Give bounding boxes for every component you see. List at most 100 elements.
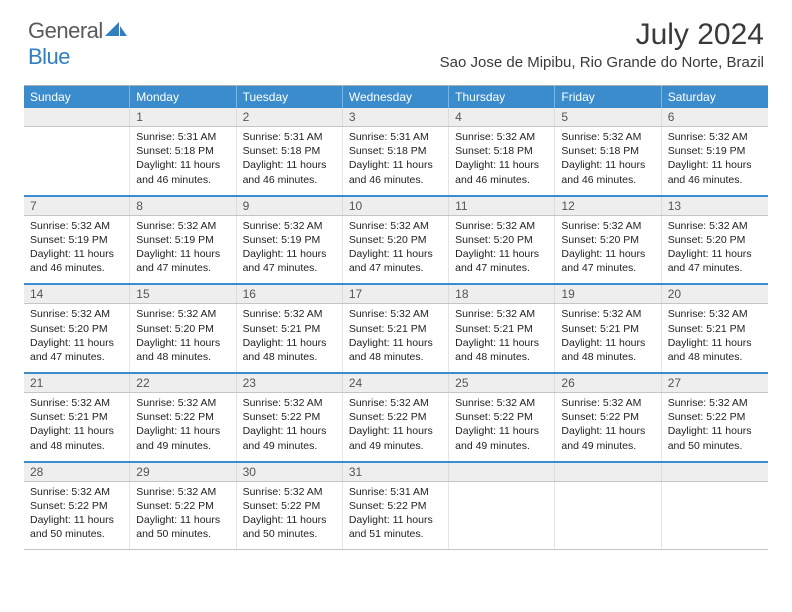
page-title: July 2024 xyxy=(440,18,764,52)
daynum-cell: 5 xyxy=(555,108,661,126)
day-cell: Sunrise: 5:32 AMSunset: 5:20 PMDaylight:… xyxy=(449,216,555,284)
sunrise-text: Sunrise: 5:32 AM xyxy=(136,485,231,499)
daylight-text: Daylight: 11 hours and 48 minutes. xyxy=(243,336,338,364)
day-cell: Sunrise: 5:32 AMSunset: 5:22 PMDaylight:… xyxy=(555,393,661,461)
sunset-text: Sunset: 5:22 PM xyxy=(349,410,444,424)
daynum-cell: 27 xyxy=(662,374,768,392)
location-subtitle: Sao Jose de Mipibu, Rio Grande do Norte,… xyxy=(440,54,764,71)
day-cell: Sunrise: 5:32 AMSunset: 5:20 PMDaylight:… xyxy=(130,304,236,372)
daylight-text: Daylight: 11 hours and 48 minutes. xyxy=(455,336,550,364)
day-cell: Sunrise: 5:31 AMSunset: 5:22 PMDaylight:… xyxy=(343,482,449,550)
logo-sail-icon xyxy=(105,18,127,44)
daylight-text: Daylight: 11 hours and 50 minutes. xyxy=(668,424,764,452)
sunrise-text: Sunrise: 5:32 AM xyxy=(455,307,550,321)
sunset-text: Sunset: 5:18 PM xyxy=(455,144,550,158)
sunset-text: Sunset: 5:20 PM xyxy=(136,322,231,336)
sunset-text: Sunset: 5:21 PM xyxy=(30,410,125,424)
day-cell: Sunrise: 5:32 AMSunset: 5:18 PMDaylight:… xyxy=(555,127,661,195)
day-cell: Sunrise: 5:32 AMSunset: 5:19 PMDaylight:… xyxy=(130,216,236,284)
daylight-text: Daylight: 11 hours and 46 minutes. xyxy=(349,158,444,186)
sunrise-text: Sunrise: 5:31 AM xyxy=(136,130,231,144)
daylight-text: Daylight: 11 hours and 46 minutes. xyxy=(455,158,550,186)
week-content-row: Sunrise: 5:32 AMSunset: 5:19 PMDaylight:… xyxy=(24,216,768,286)
weeks-container: 123456Sunrise: 5:31 AMSunset: 5:18 PMDay… xyxy=(24,108,768,550)
daylight-text: Daylight: 11 hours and 51 minutes. xyxy=(349,513,444,541)
sunrise-text: Sunrise: 5:32 AM xyxy=(349,219,444,233)
day-cell: Sunrise: 5:32 AMSunset: 5:21 PMDaylight:… xyxy=(237,304,343,372)
sunset-text: Sunset: 5:20 PM xyxy=(561,233,656,247)
daylight-text: Daylight: 11 hours and 49 minutes. xyxy=(455,424,550,452)
daynum-cell xyxy=(24,108,130,126)
sunrise-text: Sunrise: 5:32 AM xyxy=(561,396,656,410)
day-cell: Sunrise: 5:32 AMSunset: 5:19 PMDaylight:… xyxy=(237,216,343,284)
day-cell: Sunrise: 5:31 AMSunset: 5:18 PMDaylight:… xyxy=(130,127,236,195)
day-cell xyxy=(662,482,768,550)
logo-word2: Blue xyxy=(28,44,70,69)
daynum-cell: 11 xyxy=(449,197,555,215)
daynum-cell: 16 xyxy=(237,285,343,303)
daynum-cell: 1 xyxy=(130,108,236,126)
sunrise-text: Sunrise: 5:32 AM xyxy=(136,307,231,321)
logo-word1: General xyxy=(28,18,103,43)
daynum-cell: 8 xyxy=(130,197,236,215)
logo: GeneralBlue xyxy=(28,18,127,70)
weekday-header-cell: Thursday xyxy=(449,86,555,108)
sunset-text: Sunset: 5:21 PM xyxy=(349,322,444,336)
sunset-text: Sunset: 5:22 PM xyxy=(243,499,338,513)
weekday-header-row: SundayMondayTuesdayWednesdayThursdayFrid… xyxy=(24,86,768,108)
day-cell: Sunrise: 5:32 AMSunset: 5:19 PMDaylight:… xyxy=(24,216,130,284)
sunset-text: Sunset: 5:19 PM xyxy=(30,233,125,247)
daylight-text: Daylight: 11 hours and 47 minutes. xyxy=(243,247,338,275)
weekday-header-cell: Saturday xyxy=(662,86,768,108)
daynum-cell: 22 xyxy=(130,374,236,392)
daylight-text: Daylight: 11 hours and 50 minutes. xyxy=(136,513,231,541)
sunrise-text: Sunrise: 5:32 AM xyxy=(349,307,444,321)
daylight-text: Daylight: 11 hours and 50 minutes. xyxy=(30,513,125,541)
daylight-text: Daylight: 11 hours and 48 minutes. xyxy=(30,424,125,452)
sunset-text: Sunset: 5:19 PM xyxy=(136,233,231,247)
daynum-cell: 15 xyxy=(130,285,236,303)
sunset-text: Sunset: 5:22 PM xyxy=(243,410,338,424)
daynum-cell: 10 xyxy=(343,197,449,215)
daylight-text: Daylight: 11 hours and 46 minutes. xyxy=(561,158,656,186)
sunrise-text: Sunrise: 5:32 AM xyxy=(455,219,550,233)
daynum-cell: 18 xyxy=(449,285,555,303)
sunrise-text: Sunrise: 5:32 AM xyxy=(243,485,338,499)
daylight-text: Daylight: 11 hours and 49 minutes. xyxy=(349,424,444,452)
day-cell xyxy=(24,127,130,195)
sunrise-text: Sunrise: 5:32 AM xyxy=(30,307,125,321)
day-cell: Sunrise: 5:31 AMSunset: 5:18 PMDaylight:… xyxy=(343,127,449,195)
day-cell: Sunrise: 5:31 AMSunset: 5:18 PMDaylight:… xyxy=(237,127,343,195)
sunset-text: Sunset: 5:18 PM xyxy=(349,144,444,158)
daynum-cell: 30 xyxy=(237,463,343,481)
sunrise-text: Sunrise: 5:32 AM xyxy=(243,396,338,410)
sunrise-text: Sunrise: 5:32 AM xyxy=(136,219,231,233)
week-content-row: Sunrise: 5:31 AMSunset: 5:18 PMDaylight:… xyxy=(24,127,768,197)
daynum-cell: 3 xyxy=(343,108,449,126)
daylight-text: Daylight: 11 hours and 47 minutes. xyxy=(349,247,444,275)
week-content-row: Sunrise: 5:32 AMSunset: 5:22 PMDaylight:… xyxy=(24,482,768,551)
sunset-text: Sunset: 5:22 PM xyxy=(30,499,125,513)
week-content-row: Sunrise: 5:32 AMSunset: 5:20 PMDaylight:… xyxy=(24,304,768,374)
sunset-text: Sunset: 5:20 PM xyxy=(455,233,550,247)
sunrise-text: Sunrise: 5:31 AM xyxy=(349,130,444,144)
sunset-text: Sunset: 5:21 PM xyxy=(561,322,656,336)
day-cell: Sunrise: 5:32 AMSunset: 5:22 PMDaylight:… xyxy=(24,482,130,550)
daynum-cell: 24 xyxy=(343,374,449,392)
day-cell: Sunrise: 5:32 AMSunset: 5:21 PMDaylight:… xyxy=(24,393,130,461)
sunrise-text: Sunrise: 5:32 AM xyxy=(455,130,550,144)
daylight-text: Daylight: 11 hours and 48 minutes. xyxy=(561,336,656,364)
sunset-text: Sunset: 5:22 PM xyxy=(136,410,231,424)
daynum-cell: 25 xyxy=(449,374,555,392)
sunrise-text: Sunrise: 5:32 AM xyxy=(668,396,764,410)
sunrise-text: Sunrise: 5:32 AM xyxy=(136,396,231,410)
header: GeneralBlue July 2024 Sao Jose de Mipibu… xyxy=(0,0,792,77)
daylight-text: Daylight: 11 hours and 48 minutes. xyxy=(349,336,444,364)
daylight-text: Daylight: 11 hours and 49 minutes. xyxy=(243,424,338,452)
daylight-text: Daylight: 11 hours and 46 minutes. xyxy=(243,158,338,186)
title-block: July 2024 Sao Jose de Mipibu, Rio Grande… xyxy=(440,18,764,71)
daylight-text: Daylight: 11 hours and 46 minutes. xyxy=(30,247,125,275)
sunrise-text: Sunrise: 5:32 AM xyxy=(30,219,125,233)
daynum-cell: 12 xyxy=(555,197,661,215)
daylight-text: Daylight: 11 hours and 48 minutes. xyxy=(668,336,764,364)
